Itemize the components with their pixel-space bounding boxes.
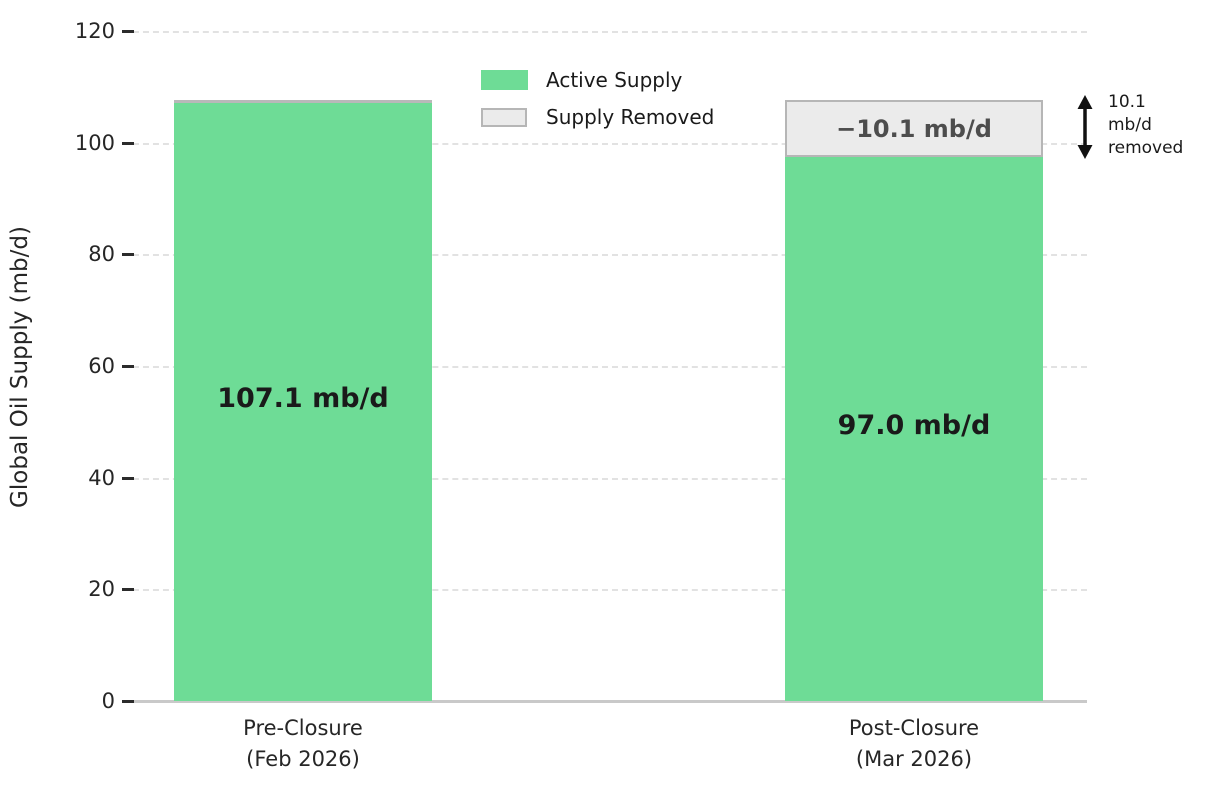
- x-tick-label-pre-line2: (Feb 2026): [246, 747, 360, 771]
- y-gridline-100: [133, 143, 1087, 145]
- y-gridline-20: [133, 589, 1087, 591]
- legend-label-supply-removed: Supply Removed: [546, 105, 715, 129]
- y-tick-label-20: 20: [88, 577, 115, 601]
- removed-span-arrow-icon: [1071, 95, 1099, 163]
- y-tick-label-0: 0: [101, 689, 115, 713]
- removed-annotation: 10.1 mb/d removed: [1108, 91, 1183, 160]
- bar-pre-value-label: 107.1 mb/d: [217, 383, 389, 414]
- x-tick-label-post: Post-Closure (Mar 2026): [785, 713, 1043, 775]
- y-tick-label-60: 60: [88, 354, 115, 378]
- y-tick-mark-60: [122, 365, 134, 368]
- x-tick-label-pre: Pre-Closure (Feb 2026): [174, 713, 432, 775]
- bar-pre-removed-segment: [174, 100, 432, 103]
- legend-swatch-supply-removed: [481, 107, 527, 127]
- y-tick-mark-120: [122, 30, 134, 33]
- y-gridline-120: [133, 31, 1087, 33]
- x-tick-label-pre-line1: Pre-Closure: [243, 716, 363, 740]
- y-tick-label-80: 80: [88, 242, 115, 266]
- y-tick-label-100: 100: [74, 131, 115, 155]
- y-gridline-80: [133, 254, 1087, 256]
- bar-post-value-label: 97.0 mb/d: [837, 410, 991, 441]
- y-tick-mark-40: [122, 477, 134, 480]
- x-axis-line: [133, 700, 1087, 703]
- y-tick-label-120: 120: [74, 19, 115, 43]
- removed-annotation-line3: removed: [1108, 138, 1184, 158]
- x-tick-label-post-line1: Post-Closure: [848, 716, 980, 740]
- legend-row-active: Active Supply: [481, 68, 714, 92]
- y-tick-mark-100: [122, 142, 134, 145]
- y-tick-mark-20: [122, 588, 134, 591]
- x-tick-label-post-line2: (Mar 2026): [855, 747, 973, 771]
- removed-annotation-line2: mb/d: [1108, 115, 1152, 135]
- y-tick-mark-80: [122, 253, 134, 256]
- y-gridline-40: [133, 478, 1087, 480]
- y-tick-label-40: 40: [88, 466, 115, 490]
- bar-pre-active-segment: [174, 103, 432, 701]
- y-gridline-60: [133, 366, 1087, 368]
- legend-label-active-supply: Active Supply: [546, 68, 683, 92]
- bar-post-removed-segment: −10.1 mb/d: [785, 100, 1043, 157]
- legend: Active Supply Supply Removed: [481, 68, 714, 142]
- removed-annotation-line1: 10.1: [1108, 92, 1146, 112]
- legend-swatch-active-supply: [481, 70, 528, 90]
- bar-post-active-segment: [785, 157, 1043, 701]
- legend-row-removed: Supply Removed: [481, 105, 714, 129]
- y-tick-mark-0: [122, 700, 134, 703]
